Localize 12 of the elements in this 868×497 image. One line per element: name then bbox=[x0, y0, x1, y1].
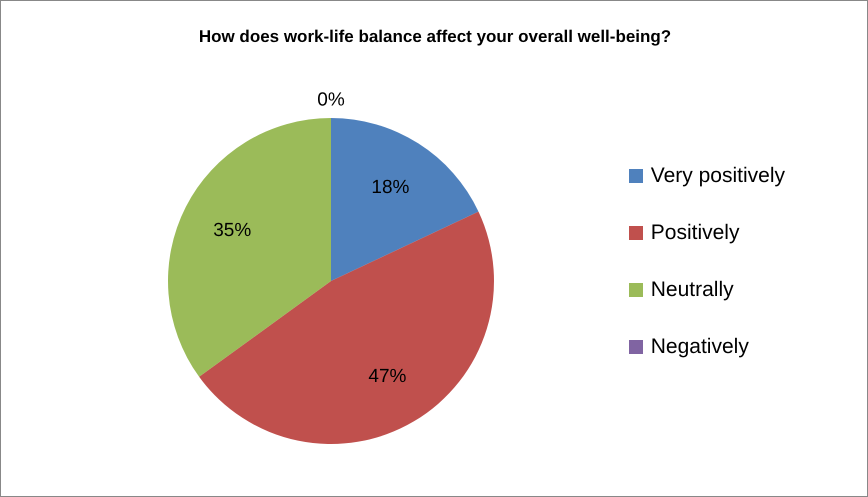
data-label: 35% bbox=[213, 220, 252, 242]
legend-label: Neutrally bbox=[650, 278, 734, 302]
legend-label: Positively bbox=[650, 221, 740, 245]
pie-slice bbox=[331, 118, 478, 281]
pie-slice bbox=[199, 212, 494, 444]
data-label: 47% bbox=[368, 366, 407, 387]
legend-label: Negatively bbox=[650, 335, 749, 359]
chart-title: How does work-life balance affect your overall well-being? bbox=[198, 27, 672, 47]
text: 0% bbox=[317, 90, 345, 110]
data-label: 18% bbox=[371, 176, 410, 198]
legend-label: Very positively bbox=[650, 164, 785, 188]
pie-slice bbox=[168, 118, 331, 377]
